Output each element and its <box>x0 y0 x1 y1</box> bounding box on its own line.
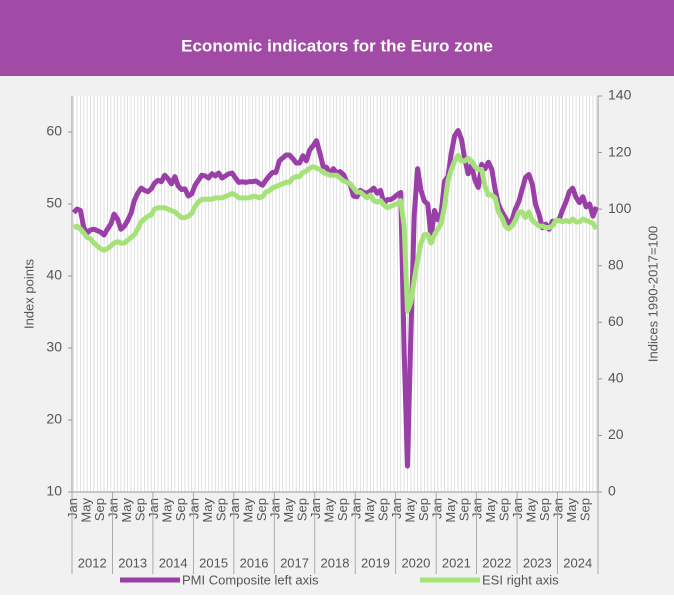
x-tick-label: Sep <box>254 498 269 521</box>
x-tick-label: May <box>483 498 498 523</box>
x-tick-label: Sep <box>497 498 512 521</box>
x-tick-label: May <box>524 498 539 523</box>
y2-tick-label: 0 <box>608 483 616 499</box>
x-tick-label: May <box>160 498 175 523</box>
x-tick-label: Sep <box>92 498 107 521</box>
series-line <box>72 152 599 314</box>
y2-tick-label: 140 <box>608 87 632 103</box>
x-tick-label: Sep <box>375 498 390 521</box>
y-tick-label: 40 <box>46 267 62 283</box>
y2-tick-label: 20 <box>608 426 624 442</box>
year-label: 2015 <box>199 555 228 570</box>
x-tick-label: Sep <box>173 498 188 521</box>
y-axis-title: Index points <box>21 258 36 329</box>
year-label: 2017 <box>280 555 309 570</box>
year-label: 2016 <box>240 555 269 570</box>
x-tick-label: Sep <box>213 498 228 521</box>
y-tick-label: 30 <box>46 339 62 355</box>
year-label: 2012 <box>78 555 107 570</box>
year-label: 2020 <box>401 555 430 570</box>
x-tick-label: Jan <box>470 498 485 519</box>
plot-area <box>72 96 598 492</box>
x-tick-label: Jan <box>106 498 121 519</box>
x-tick-label: Jan <box>308 498 323 519</box>
y2-tick-label: 80 <box>608 256 624 272</box>
y-tick-label: 60 <box>46 123 62 139</box>
x-tick-label: Jan <box>348 498 363 519</box>
x-tick-label: Sep <box>294 498 309 521</box>
x-tick-label: Jan <box>227 498 242 519</box>
series-line <box>71 128 599 469</box>
x-tick-label: Sep <box>133 498 148 521</box>
x-tick-label: May <box>443 498 458 523</box>
year-label: 2013 <box>118 555 147 570</box>
y2-tick-label: 120 <box>608 143 632 159</box>
year-label: 2014 <box>159 555 188 570</box>
x-tick-label: Jan <box>551 498 566 519</box>
y-tick-label: 50 <box>46 195 62 211</box>
year-label: 2018 <box>321 555 350 570</box>
y-tick-label: 10 <box>46 483 62 499</box>
chart-title: Economic indicators for the Euro zone <box>181 36 493 55</box>
x-tick-label: May <box>240 498 255 523</box>
header <box>0 0 674 76</box>
x-tick-label: May <box>79 498 94 523</box>
x-tick-label: May <box>402 498 417 523</box>
year-label: 2022 <box>482 555 511 570</box>
x-tick-label: May <box>119 498 134 523</box>
x-tick-label: Sep <box>335 498 350 521</box>
x-tick-label: May <box>564 498 579 523</box>
x-tick-label: May <box>281 498 296 523</box>
x-tick-label: Jan <box>65 498 80 519</box>
legend-label: ESI right axis <box>482 572 559 587</box>
x-tick-label: Jan <box>389 498 404 519</box>
year-label: 2021 <box>442 555 471 570</box>
x-tick-label: Jan <box>187 498 202 519</box>
y2-tick-label: 60 <box>608 313 624 329</box>
x-tick-label: Jan <box>267 498 282 519</box>
x-tick-label: Jan <box>510 498 525 519</box>
x-tick-label: Sep <box>456 498 471 521</box>
x-tick-label: Sep <box>416 498 431 521</box>
x-tick-label: May <box>200 498 215 523</box>
y2-tick-label: 40 <box>608 370 624 386</box>
x-tick-label: Jan <box>146 498 161 519</box>
year-label: 2024 <box>563 555 592 570</box>
x-tick-label: Jan <box>429 498 444 519</box>
y2-axis-title: Indices 1990-2017=100 <box>645 226 660 362</box>
y2-tick-label: 100 <box>608 200 632 216</box>
y-tick-label: 20 <box>46 411 62 427</box>
year-label: 2023 <box>523 555 552 570</box>
x-tick-label: May <box>321 498 336 523</box>
x-tick-label: Sep <box>537 498 552 521</box>
x-tick-label: May <box>362 498 377 523</box>
x-tick-label: Sep <box>578 498 593 521</box>
year-label: 2019 <box>361 555 390 570</box>
legend-label: PMI Composite left axis <box>182 572 319 587</box>
